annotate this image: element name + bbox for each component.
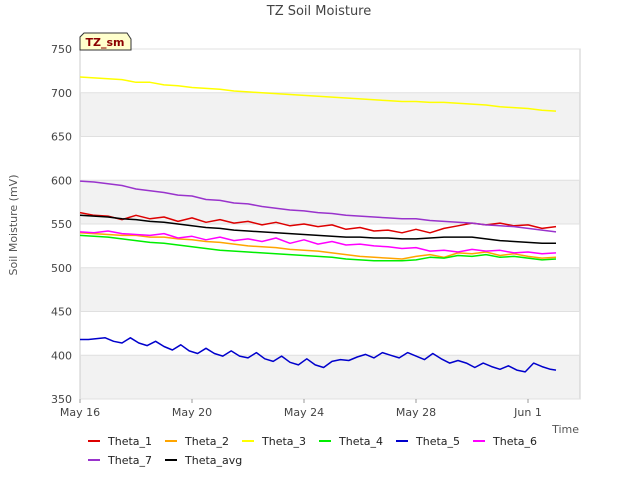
y-tick-label: 750: [51, 43, 72, 56]
badge-box: [79, 32, 132, 51]
legend: Theta_1 Theta_2 Theta_3 Theta_4 Theta_5 Theta…: [88, 435, 537, 467]
grid-band: [80, 311, 580, 356]
legend-item: Theta_avg: [165, 454, 242, 467]
legend-label: Theta_3: [261, 435, 306, 448]
grid-band: [80, 267, 580, 312]
x-tick-label: May 24: [284, 406, 324, 419]
series-line-theta-7: [79, 180, 557, 233]
grid-band: [80, 92, 580, 137]
series-line-theta-6: [79, 230, 557, 255]
series-line-theta-5: [80, 337, 557, 373]
legend-item: Theta_7: [88, 454, 152, 467]
y-tick-label: 550: [51, 218, 72, 231]
y-axis-ticks: 350 400 450 500 550 600 650 700 750: [51, 43, 580, 406]
grid-band: [80, 49, 580, 93]
grid-band: [80, 136, 580, 181]
legend-label: Theta_7: [107, 454, 152, 467]
plot-bands: [80, 49, 580, 399]
series-lines: [79, 76, 557, 373]
y-tick-label: 350: [51, 393, 72, 406]
series-line-theta-avg: [79, 214, 556, 245]
legend-item: Theta_4: [319, 435, 383, 448]
legend-item: Theta_3: [242, 435, 306, 448]
series-line-theta-2: [79, 232, 557, 260]
y-tick-label: 700: [51, 87, 72, 100]
grid-band: [80, 355, 580, 399]
grid-band: [80, 224, 580, 268]
x-tick-label: May 16: [60, 406, 100, 419]
y-tick-label: 600: [51, 174, 72, 187]
legend-label: Theta_6: [492, 435, 537, 448]
legend-label: Theta_avg: [184, 454, 242, 467]
legend-label: Theta_2: [184, 435, 229, 448]
legend-item: Theta_5: [396, 435, 460, 448]
series-badge: TZ_sm: [79, 32, 132, 51]
series-line-theta-4: [79, 234, 557, 262]
legend-label: Theta_4: [338, 435, 383, 448]
y-tick-label: 450: [51, 306, 72, 319]
legend-item: Theta_6: [473, 435, 537, 448]
y-tick-label: 400: [51, 349, 72, 362]
y-tick-label: 650: [51, 131, 72, 144]
series-line-theta-3: [79, 76, 557, 112]
legend-label: Theta_5: [415, 435, 460, 448]
legend-item: Theta_1: [88, 435, 152, 448]
x-axis-ticks: May 16 May 20 May 24 May 28 Jun 1: [60, 399, 542, 419]
y-axis-label: Soil Moisture (mV): [7, 175, 20, 276]
badge-text: TZ_sm: [86, 36, 125, 49]
chart-title: TZ Soil Moisture: [266, 4, 372, 19]
legend-label: Theta_1: [107, 435, 152, 448]
x-tick-label: May 20: [172, 406, 212, 419]
y-tick-label: 500: [51, 262, 72, 275]
legend-item: Theta_2: [165, 435, 229, 448]
x-tick-label: Jun 1: [513, 406, 542, 419]
x-tick-label: May 28: [396, 406, 436, 419]
x-axis-label: Time: [551, 423, 579, 436]
